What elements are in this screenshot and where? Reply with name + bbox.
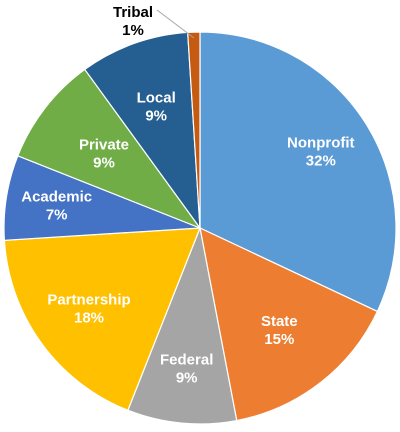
slice-name-partnership: Partnership [47, 292, 130, 309]
slice-name-nonprofit: Nonprofit [287, 134, 354, 151]
slice-percent-state: 15% [264, 331, 294, 348]
slice-name-local: Local [137, 89, 176, 106]
slice-name-state: State [261, 313, 298, 330]
slice-percent-tribal: 1% [122, 22, 144, 39]
slice-name-academic: Academic [21, 188, 92, 205]
slice-name-private: Private [79, 137, 129, 154]
slice-percent-academic: 7% [46, 206, 68, 223]
slice-name-tribal: Tribal [113, 4, 153, 21]
slice-percent-nonprofit: 32% [306, 152, 336, 169]
slice-percent-federal: 9% [176, 370, 198, 387]
slice-percent-local: 9% [145, 107, 167, 124]
slice-percent-private: 9% [93, 155, 115, 172]
slice-percent-partnership: 18% [74, 310, 104, 327]
slice-name-federal: Federal [160, 352, 213, 369]
